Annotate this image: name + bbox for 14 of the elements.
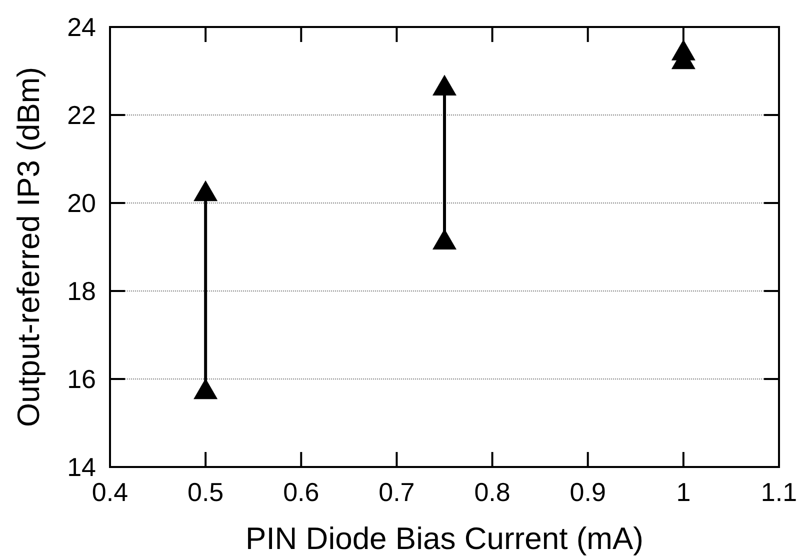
y-tick-label: 20 bbox=[67, 188, 96, 218]
y-tick-label: 24 bbox=[67, 12, 96, 42]
x-tick-label: 0.7 bbox=[378, 477, 415, 507]
x-tick-label: 1.1 bbox=[760, 477, 798, 507]
x-axis-title: PIN Diode Bias Current (mA) bbox=[246, 521, 644, 556]
x-tick-label: 0.6 bbox=[283, 477, 320, 507]
y-axis-title: Output-referred IP3 (dBm) bbox=[10, 66, 46, 428]
y-tick-label: 16 bbox=[67, 364, 96, 394]
x-tick-label: 0.5 bbox=[187, 477, 224, 507]
x-tick-label: 0.9 bbox=[570, 477, 606, 507]
y-tick-label: 18 bbox=[67, 276, 96, 306]
x-tick-label: 1 bbox=[676, 477, 691, 507]
x-tick-label: 0.8 bbox=[474, 477, 510, 507]
y-tick-label: 22 bbox=[67, 100, 96, 130]
